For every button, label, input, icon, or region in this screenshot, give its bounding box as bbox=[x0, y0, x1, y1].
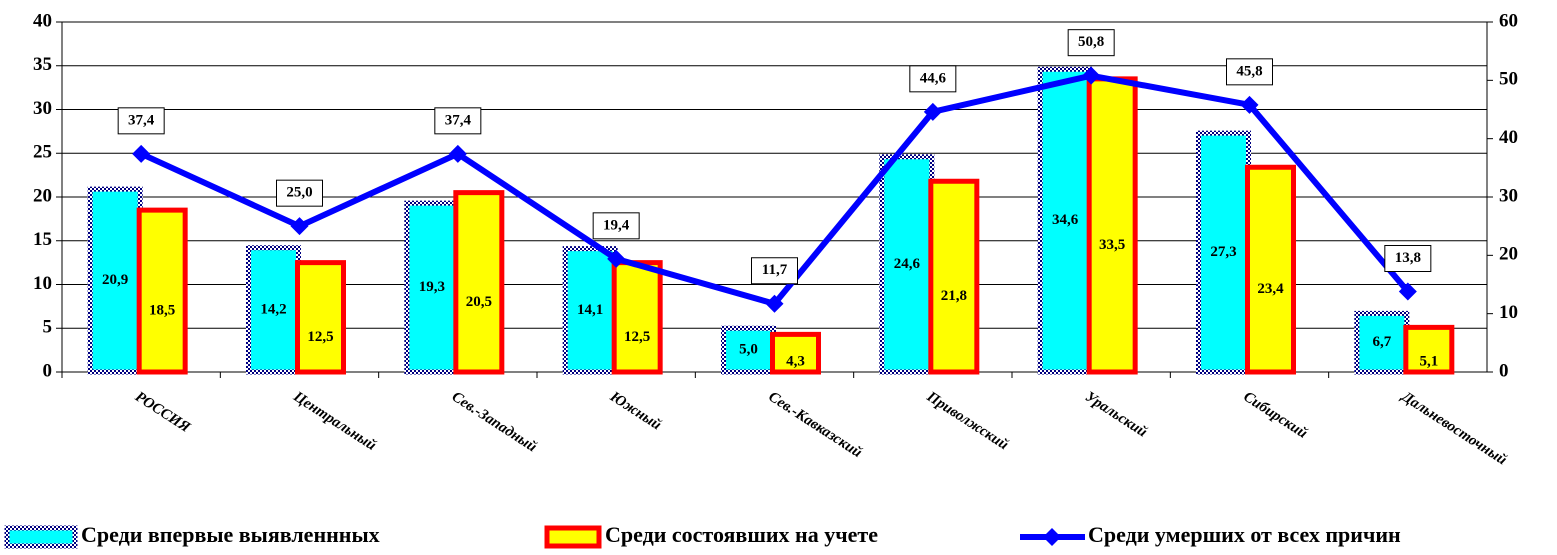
y-tick-label: 25 bbox=[33, 142, 52, 163]
bar bbox=[1245, 164, 1296, 375]
marker bbox=[448, 144, 467, 163]
value-label: 34,6 bbox=[1052, 212, 1079, 228]
x-tick-label: Уральский bbox=[1082, 389, 1150, 441]
value-label: 4,3 bbox=[786, 353, 805, 369]
bar bbox=[770, 331, 821, 375]
value-label: 6,7 bbox=[1372, 334, 1391, 350]
legend-label: Среди впервые выявленнных bbox=[81, 522, 380, 547]
y2-tick-label: 10 bbox=[1499, 302, 1518, 323]
y2-tick-label: 30 bbox=[1499, 185, 1518, 206]
value-label: 25,0 bbox=[286, 185, 312, 201]
y2-tick-label: 40 bbox=[1499, 127, 1518, 148]
x-tick-label: Приволжский bbox=[923, 388, 1011, 453]
value-label: 19,4 bbox=[603, 217, 630, 233]
label-box bbox=[909, 65, 957, 93]
marker bbox=[923, 102, 942, 121]
x-tick-label: Сев.-Кавказский bbox=[765, 389, 864, 461]
x-tick-label: Сибирский bbox=[1240, 389, 1310, 442]
y2-tick-label: 0 bbox=[1499, 360, 1509, 381]
legend-swatch bbox=[544, 525, 602, 549]
value-label: 14,1 bbox=[577, 302, 603, 318]
value-label: 23,4 bbox=[1257, 281, 1284, 297]
bar bbox=[928, 178, 980, 375]
label-box bbox=[592, 212, 640, 240]
y-tick-label: 0 bbox=[43, 360, 53, 381]
value-label: 18,5 bbox=[149, 303, 175, 319]
marker bbox=[1082, 66, 1101, 85]
value-label: 5,1 bbox=[1419, 353, 1438, 369]
label-box bbox=[1226, 58, 1273, 86]
y2-tick-label: 50 bbox=[1499, 69, 1518, 90]
bar bbox=[721, 325, 776, 375]
y2-tick-label: 60 bbox=[1499, 10, 1518, 31]
y-tick-label: 5 bbox=[43, 317, 53, 338]
value-label: 27,3 bbox=[1210, 244, 1236, 260]
y-tick-label: 15 bbox=[33, 229, 52, 250]
x-tick-label: Центральный bbox=[290, 388, 379, 454]
bar bbox=[87, 186, 143, 375]
legend-marker bbox=[1043, 528, 1061, 546]
x-tick-label: Сев.-Западный bbox=[449, 389, 540, 456]
legend-label: Среди умерших от всех причин bbox=[1088, 522, 1401, 547]
value-label: 33,5 bbox=[1099, 237, 1125, 253]
y-tick-label: 40 bbox=[33, 10, 52, 31]
value-label: 20,9 bbox=[102, 272, 128, 288]
label-box bbox=[751, 257, 798, 285]
value-label: 50,8 bbox=[1078, 34, 1104, 50]
value-label: 37,4 bbox=[128, 112, 155, 128]
bar bbox=[1354, 310, 1410, 375]
bar bbox=[611, 260, 663, 375]
marker bbox=[765, 294, 784, 313]
marker bbox=[607, 249, 626, 268]
x-tick-label: Южный bbox=[606, 388, 664, 433]
label-box bbox=[276, 179, 323, 207]
marker bbox=[132, 144, 151, 163]
marker bbox=[1240, 95, 1259, 114]
x-tick-label: РОССИЯ bbox=[132, 389, 193, 436]
value-label: 37,4 bbox=[445, 112, 472, 128]
y-tick-label: 20 bbox=[33, 185, 52, 206]
label-box bbox=[434, 107, 482, 135]
marker bbox=[290, 217, 309, 236]
y-tick-label: 30 bbox=[33, 98, 52, 119]
value-label: 13,8 bbox=[1395, 250, 1421, 266]
value-label: 44,6 bbox=[920, 70, 947, 86]
y-tick-label: 10 bbox=[33, 273, 52, 294]
value-label: 12,5 bbox=[307, 329, 333, 345]
bar bbox=[879, 154, 935, 375]
value-label: 20,5 bbox=[466, 294, 492, 310]
bar bbox=[1196, 130, 1251, 375]
x-tick-label: Дальневосточный bbox=[1397, 388, 1509, 469]
value-label: 11,7 bbox=[762, 262, 788, 278]
bar bbox=[404, 200, 460, 375]
y-tick-label: 35 bbox=[33, 54, 52, 75]
bar bbox=[136, 207, 188, 375]
value-label: 19,3 bbox=[419, 279, 445, 295]
label-box bbox=[117, 107, 165, 135]
y2-tick-label: 20 bbox=[1499, 244, 1518, 265]
marker bbox=[1398, 282, 1417, 301]
bar bbox=[1086, 76, 1138, 375]
value-label: 12,5 bbox=[624, 329, 650, 345]
label-box bbox=[1384, 245, 1432, 272]
legend-swatch bbox=[4, 525, 78, 549]
value-label: 14,2 bbox=[260, 301, 286, 317]
legend-label: Среди состоявших на учете bbox=[605, 522, 878, 547]
label-box bbox=[1067, 29, 1115, 57]
bar bbox=[453, 190, 505, 375]
bar bbox=[295, 260, 346, 375]
value-label: 21,8 bbox=[941, 288, 967, 304]
bar bbox=[1037, 66, 1093, 375]
value-label: 24,6 bbox=[894, 256, 921, 272]
bar bbox=[1403, 324, 1455, 375]
value-label: 5,0 bbox=[739, 342, 758, 358]
value-label: 45,8 bbox=[1236, 63, 1262, 79]
